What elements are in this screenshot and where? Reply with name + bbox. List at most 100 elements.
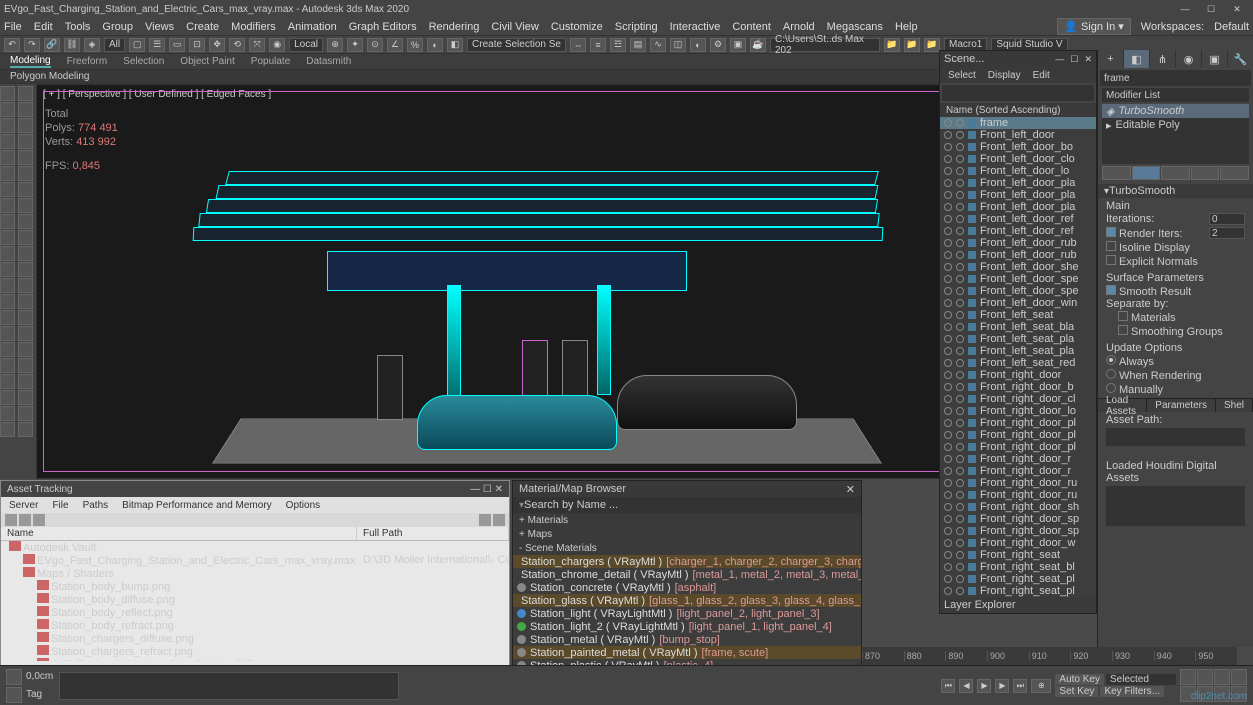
left-tool-icon[interactable] <box>18 150 33 165</box>
cmd-tab-hierarchy[interactable]: ⋔ <box>1150 50 1175 68</box>
move-icon[interactable]: ✥ <box>209 38 225 52</box>
bind-icon[interactable]: ◈ <box>84 38 100 52</box>
play-icon[interactable]: ▶ <box>977 679 991 693</box>
scene-row[interactable]: Front_left_door_rub <box>940 237 1096 249</box>
shelf-tab[interactable]: Shel <box>1216 399 1253 412</box>
maxscript-icon[interactable] <box>6 669 22 685</box>
render-setup-icon[interactable]: ⚙ <box>710 38 726 52</box>
remove-mod-icon[interactable] <box>1191 166 1220 180</box>
scene-row[interactable]: Front_right_door_ru <box>940 489 1096 501</box>
nav-pan-icon[interactable] <box>1180 669 1196 685</box>
schematic-icon[interactable]: ◫ <box>670 38 686 52</box>
left-tool-icon[interactable] <box>0 166 15 181</box>
timeline-tick[interactable]: 920 <box>1070 651 1112 661</box>
timeline-tick[interactable]: 880 <box>904 651 946 661</box>
scene-row[interactable]: Front_right_seat_pl <box>940 573 1096 585</box>
at-list[interactable]: Autodesk VaultEVgo_Fast_Charging_Station… <box>1 541 509 661</box>
ref-coord[interactable]: Local <box>289 38 323 52</box>
at-tool-icon[interactable] <box>5 514 17 526</box>
at-menu-bitmap[interactable]: Bitmap Performance and Memory <box>122 500 272 511</box>
scene-search[interactable] <box>942 85 1094 101</box>
scene-footer[interactable]: Layer Explorer <box>944 599 1016 611</box>
scene-row[interactable]: Front_right_seat_pl <box>940 585 1096 597</box>
left-tool-icon[interactable] <box>0 118 15 133</box>
material-row[interactable]: Station_glass ( VRayMtl ) [glass_1, glas… <box>513 594 861 607</box>
workspace-dropdown[interactable]: Default <box>1214 21 1249 33</box>
unique-icon[interactable] <box>1161 166 1190 180</box>
folder3-icon[interactable]: 📁 <box>924 38 940 52</box>
menu-help[interactable]: Help <box>895 21 918 33</box>
material-row[interactable]: Station_metal ( VRayMtl ) [bump_stop] <box>513 633 861 646</box>
selected-drop[interactable]: Selected <box>1106 674 1176 685</box>
left-tool-icon[interactable] <box>18 214 33 229</box>
scene-tab-display[interactable]: Display <box>988 70 1021 81</box>
at-menu-paths[interactable]: Paths <box>83 500 109 511</box>
scene-row[interactable]: Front_left_door_bo <box>940 141 1096 153</box>
left-tool-icon[interactable] <box>18 118 33 133</box>
viewport-label[interactable]: [ + ] [ Perspective ] [ User Defined ] [… <box>43 89 271 100</box>
menu-edit[interactable]: Edit <box>34 21 53 33</box>
left-tool-icon[interactable] <box>18 230 33 245</box>
left-tool-icon[interactable] <box>0 182 15 197</box>
left-tool-icon[interactable] <box>0 342 15 357</box>
at-row[interactable]: Station_chargers_refract.png <box>1 645 509 658</box>
left-tool-icon[interactable] <box>0 214 15 229</box>
named-sel[interactable]: Create Selection Se <box>467 38 566 52</box>
left-tool-icon[interactable] <box>18 390 33 405</box>
window-crossing-icon[interactable]: ⊡ <box>189 38 205 52</box>
scene-row[interactable]: Front_left_seat_bla <box>940 321 1096 333</box>
render-icon[interactable]: ☕ <box>750 38 766 52</box>
material-row[interactable]: Station_painted_metal ( VRayMtl ) [frame… <box>513 646 861 659</box>
material-row[interactable]: Station_chargers ( VRayMtl ) [charger_1,… <box>513 555 861 568</box>
config-sets-icon[interactable] <box>1220 166 1249 180</box>
at-row[interactable]: Maps / Shaders <box>1 567 509 580</box>
render-frame-icon[interactable]: ▣ <box>730 38 746 52</box>
scale-icon[interactable]: ⤧ <box>249 38 265 52</box>
mb-scene-section[interactable]: - Scene Materials <box>513 541 861 555</box>
ribbon-selection[interactable]: Selection <box>123 56 164 67</box>
at-row[interactable]: Station_body_bump.png <box>1 580 509 593</box>
cmd-tab-create[interactable]: + <box>1098 50 1123 68</box>
sep-smoothgroups-check[interactable] <box>1118 325 1128 335</box>
menu-grapheditors[interactable]: Graph Editors <box>349 21 417 33</box>
signin-button[interactable]: 👤 Sign In ▾ <box>1057 18 1131 35</box>
material-row[interactable]: Station_chrome_detail ( VRayMtl ) [metal… <box>513 568 861 581</box>
menu-megascans[interactable]: Megascans <box>827 21 883 33</box>
timeline-tick[interactable]: 890 <box>945 651 987 661</box>
at-max-icon[interactable]: ☐ <box>483 484 492 495</box>
folder2-icon[interactable]: 📁 <box>904 38 920 52</box>
scene-header[interactable]: Name (Sorted Ascending) <box>940 103 1096 117</box>
scene-row[interactable]: Front_right_door_pl <box>940 429 1096 441</box>
menu-file[interactable]: File <box>4 21 22 33</box>
left-tool-icon[interactable] <box>18 262 33 277</box>
select-name-icon[interactable]: ☰ <box>149 38 165 52</box>
update-render-radio[interactable] <box>1106 369 1116 379</box>
left-tool-icon[interactable] <box>18 422 33 437</box>
at-row[interactable]: Station_body_refract.png <box>1 619 509 632</box>
scene-row[interactable]: Front_left_door_she <box>940 261 1096 273</box>
setkey-button[interactable]: Set Key <box>1055 686 1098 697</box>
placement-icon[interactable]: ◉ <box>269 38 285 52</box>
mb-maps-section[interactable]: + Maps <box>513 527 861 541</box>
left-tool-icon[interactable] <box>18 166 33 181</box>
at-refresh-icon[interactable] <box>479 514 491 526</box>
show-end-icon[interactable] <box>1132 166 1161 180</box>
scene-row[interactable]: Front_right_door_cl <box>940 393 1096 405</box>
at-menu-server[interactable]: Server <box>9 500 38 511</box>
undo-icon[interactable]: ↶ <box>4 38 20 52</box>
menu-interactive[interactable]: Interactive <box>670 21 721 33</box>
scene-row[interactable]: Front_left_door_spe <box>940 273 1096 285</box>
ribbon-objectpaint[interactable]: Object Paint <box>180 56 234 67</box>
menu-group[interactable]: Group <box>102 21 133 33</box>
scene-min-icon[interactable]: — <box>1055 54 1064 64</box>
scene-row[interactable]: Front_left_door_lo <box>940 165 1096 177</box>
timeline-tick[interactable]: 930 <box>1112 651 1154 661</box>
manip-icon[interactable]: ✦ <box>347 38 363 52</box>
project-path[interactable]: C:\Users\St..ds Max 202 <box>770 38 880 52</box>
scene-row[interactable]: Front_left_door_ref <box>940 225 1096 237</box>
scene-row[interactable]: Front_left_door <box>940 129 1096 141</box>
render-iters-spinner[interactable]: 2 <box>1209 227 1245 239</box>
scene-row[interactable]: Front_left_door_pla <box>940 177 1096 189</box>
left-tool-icon[interactable] <box>18 406 33 421</box>
timeline-tick[interactable]: 910 <box>1029 651 1071 661</box>
